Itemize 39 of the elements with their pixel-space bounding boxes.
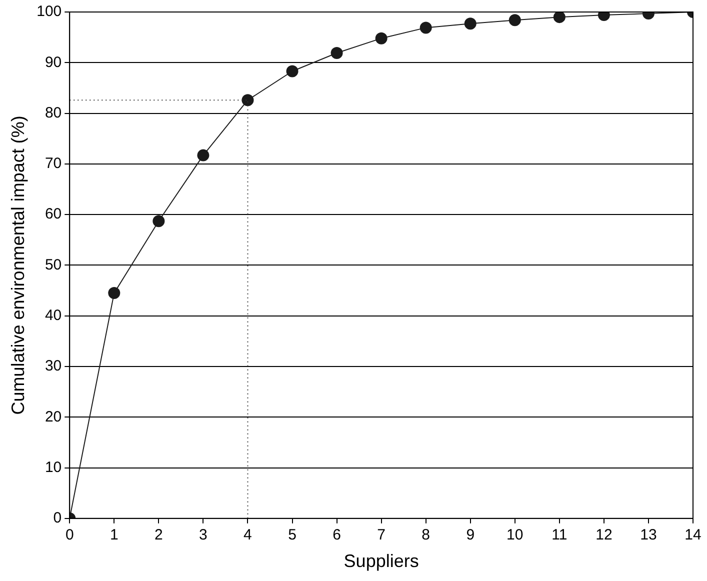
y-tick-label: 50 <box>44 256 62 274</box>
point <box>286 65 298 78</box>
x-tick-label: 11 <box>552 526 568 544</box>
point <box>508 14 521 26</box>
x-tick-label: 9 <box>466 526 475 544</box>
point <box>420 22 432 34</box>
y-tick-label: 10 <box>44 458 62 476</box>
x-axis-title: Suppliers <box>344 551 419 572</box>
point <box>330 47 343 60</box>
x-tick-label: 12 <box>596 526 612 544</box>
y-axis-title: Cumulative environmental impact (%) <box>8 116 28 415</box>
x-tick-label: 10 <box>506 526 524 544</box>
point <box>464 18 476 30</box>
point <box>553 12 566 24</box>
x-tick-label: 2 <box>154 526 163 544</box>
point <box>375 32 388 44</box>
y-tick-label: 90 <box>44 54 62 71</box>
x-tick-label: 1 <box>110 526 118 544</box>
y-tick-label: 100 <box>36 3 62 20</box>
x-tick-label: 0 <box>65 526 74 544</box>
y-tick-label: 30 <box>44 358 62 375</box>
point <box>152 215 165 228</box>
x-tick-label: 13 <box>640 526 657 544</box>
x-tick-label: 6 <box>332 526 341 544</box>
y-tick-label: 40 <box>44 306 62 324</box>
y-tick-label: 20 <box>44 408 62 426</box>
x-tick-label: 5 <box>288 526 296 544</box>
y-tick-label: 70 <box>44 155 62 172</box>
x-tick-label: 8 <box>422 526 430 544</box>
x-tick-label: 7 <box>377 526 386 544</box>
y-tick-label: 0 <box>53 510 62 527</box>
point <box>108 287 120 300</box>
x-tick-label: 3 <box>199 526 208 544</box>
point <box>242 94 254 106</box>
y-tick-label: 80 <box>44 104 62 122</box>
point <box>197 149 210 162</box>
y-tick-label: 60 <box>44 206 62 223</box>
x-tick-label: 14 <box>684 526 702 544</box>
x-tick-label: 4 <box>244 526 252 544</box>
